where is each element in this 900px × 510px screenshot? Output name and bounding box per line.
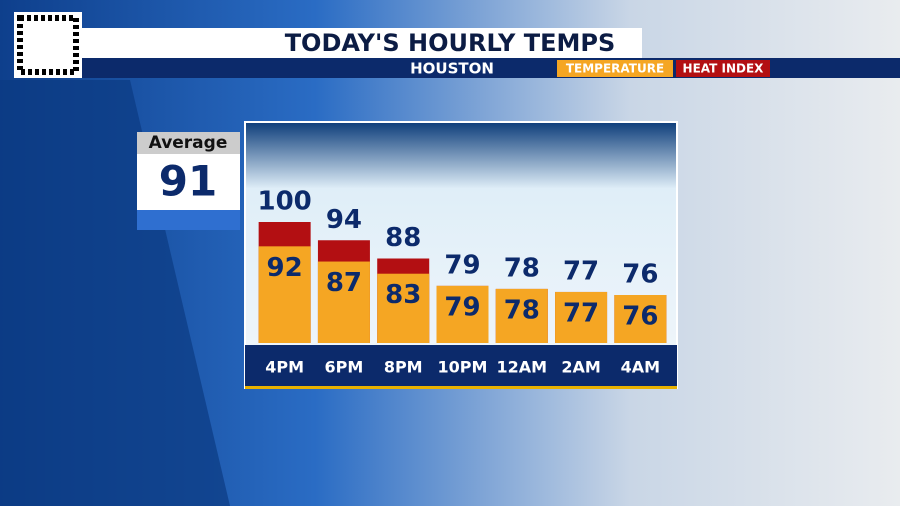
heat-index-label: 76 [622, 260, 658, 290]
legend-swatch [676, 60, 770, 77]
temperature-label: 92 [267, 253, 303, 283]
qr-code [14, 12, 82, 78]
average-footer [137, 210, 240, 230]
temperature-bar [614, 295, 667, 343]
chart-subtitle: HOUSTON [410, 60, 494, 78]
chart-title: TODAY'S HOURLY TEMPS [285, 29, 616, 57]
legend-label: HEAT INDEX [683, 62, 765, 76]
title-bar [82, 28, 642, 60]
chart-panel [244, 121, 678, 389]
heat-index-label: 94 [326, 205, 362, 235]
x-tick-label: 10PM [438, 358, 488, 377]
temperature-label: 77 [563, 298, 599, 328]
x-tick-label: 2AM [561, 358, 600, 377]
background-stripe [0, 80, 230, 506]
legend-swatch [557, 60, 673, 77]
x-tick-label: 12AM [496, 358, 547, 377]
temperature-label: 83 [385, 280, 421, 310]
temperature-bar [495, 288, 548, 343]
temperature-bar [436, 285, 489, 343]
x-tick-label: 4PM [265, 358, 304, 377]
temperature-bar [377, 273, 430, 343]
average-label: Average [149, 133, 228, 153]
temperature-label: 78 [504, 295, 540, 325]
average-value: 91 [159, 157, 217, 206]
heat-index-label: 78 [504, 253, 540, 283]
x-tick-label: 6PM [325, 358, 364, 377]
heat-index-label: 100 [258, 187, 312, 217]
temperature-label: 76 [622, 302, 658, 332]
temperature-bar [555, 291, 608, 343]
temperature-label: 79 [444, 292, 480, 322]
qr-pattern [17, 15, 79, 75]
temperature-label: 87 [326, 268, 362, 298]
x-tick-label: 4AM [621, 358, 660, 377]
legend: TEMPERATURE HEAT INDEX [557, 60, 770, 77]
panel-underline [245, 386, 677, 389]
x-tick-label: 8PM [384, 358, 423, 377]
average-header [137, 132, 240, 154]
temperature-bar [258, 246, 311, 343]
heat-index-label: 79 [444, 250, 480, 280]
legend-label: TEMPERATURE [566, 62, 664, 76]
heat-index-label: 77 [563, 256, 599, 286]
category-strip [245, 345, 677, 386]
temperature-bar [317, 261, 370, 343]
bars: 100 92 4PM 94 87 6PM 88 83 8PM 79 79 10PM 78 78 12AM 77… [258, 187, 667, 377]
heat-index-label: 88 [385, 223, 421, 253]
